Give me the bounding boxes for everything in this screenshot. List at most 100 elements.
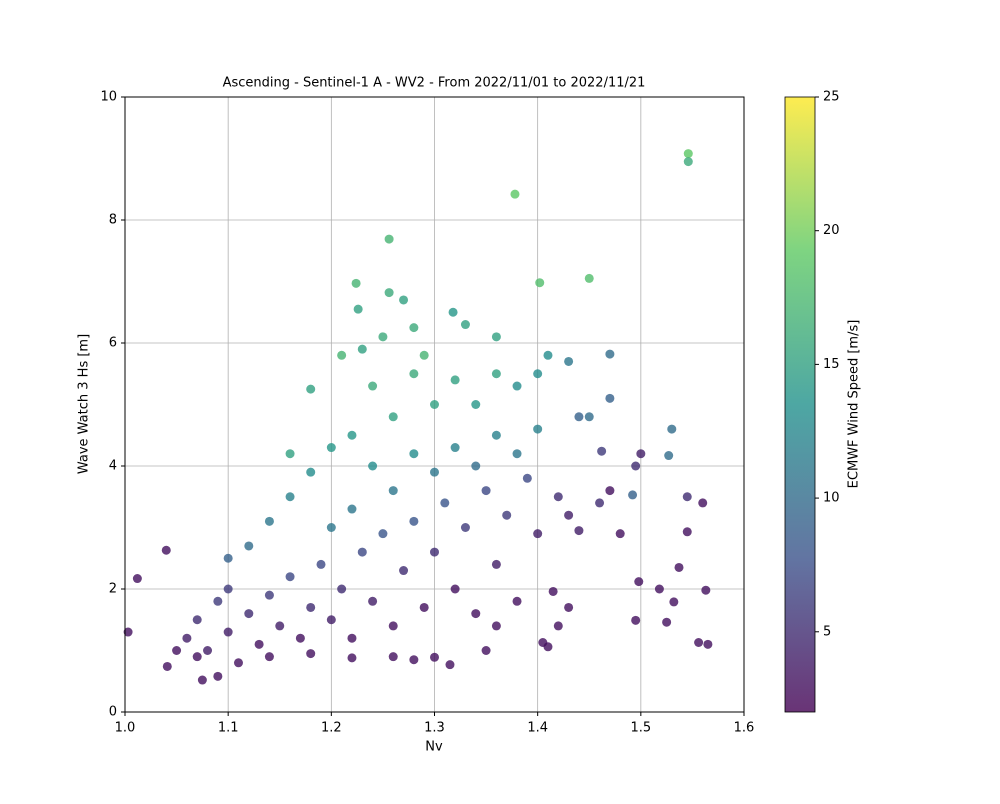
point — [197, 675, 207, 685]
point — [233, 658, 243, 668]
point — [182, 633, 192, 643]
point — [264, 516, 274, 526]
colorbar-tick-label: 5 — [823, 624, 831, 639]
colorbar-label: ECMWF Wind Speed [m/s] — [847, 320, 862, 489]
point — [460, 320, 470, 330]
point — [595, 498, 605, 508]
point — [533, 369, 543, 379]
point — [285, 449, 295, 459]
point — [172, 646, 182, 655]
point — [419, 350, 429, 360]
point — [471, 461, 481, 471]
point — [285, 572, 295, 582]
point — [636, 449, 646, 459]
point — [491, 559, 501, 569]
point — [254, 639, 264, 649]
point — [132, 574, 142, 584]
point — [223, 584, 233, 594]
point — [388, 621, 398, 631]
point — [533, 529, 543, 539]
point — [347, 633, 357, 643]
point — [522, 473, 532, 483]
point — [553, 492, 563, 502]
point — [694, 638, 704, 648]
point — [244, 541, 254, 551]
x-tick-label: 1.3 — [424, 721, 445, 736]
y-tick-label: 2 — [109, 582, 117, 597]
point — [337, 350, 347, 360]
point — [347, 653, 357, 663]
point — [564, 510, 574, 520]
point — [491, 332, 501, 342]
y-tick-label: 4 — [109, 459, 117, 474]
point — [491, 430, 501, 440]
point — [605, 486, 615, 496]
point — [306, 384, 316, 394]
point — [564, 356, 574, 366]
point — [471, 400, 481, 409]
point — [223, 553, 233, 563]
point — [535, 278, 545, 288]
y-axis-label: Wave Watch 3 Hs [m] — [77, 334, 92, 474]
point — [409, 323, 419, 333]
point — [162, 661, 172, 671]
point — [512, 381, 522, 391]
point — [399, 295, 409, 305]
point — [662, 617, 672, 627]
point — [399, 566, 409, 576]
point — [703, 639, 713, 649]
point — [192, 652, 202, 662]
point — [203, 646, 213, 655]
point — [543, 642, 553, 652]
point — [543, 350, 553, 360]
point — [584, 412, 594, 422]
point — [605, 393, 615, 403]
x-axis-label: Nv — [425, 740, 443, 755]
point — [337, 584, 347, 594]
point — [295, 633, 305, 643]
point — [326, 443, 336, 453]
point — [347, 504, 357, 514]
point — [615, 529, 625, 539]
point — [388, 486, 398, 496]
point — [351, 278, 361, 288]
point — [430, 400, 439, 409]
point — [306, 467, 316, 477]
x-tick-label: 1.1 — [218, 721, 239, 736]
point — [192, 615, 202, 625]
point — [471, 609, 481, 619]
y-tick-label: 6 — [109, 336, 117, 351]
point — [605, 349, 615, 359]
point — [244, 609, 254, 619]
point — [316, 559, 326, 569]
x-tick-label: 1.6 — [734, 721, 755, 736]
point — [409, 655, 419, 665]
point — [223, 627, 233, 637]
point — [584, 273, 594, 283]
point — [631, 461, 641, 471]
colorbar — [784, 96, 816, 713]
point — [698, 498, 708, 508]
point — [533, 424, 543, 434]
point — [409, 449, 419, 459]
colorbar-tick-label: 25 — [823, 90, 840, 105]
point — [548, 586, 558, 596]
colorbar-tick-label: 10 — [823, 491, 840, 506]
point — [450, 584, 460, 594]
point — [682, 527, 692, 537]
point — [664, 451, 674, 461]
point — [597, 446, 607, 456]
y-tick-label: 8 — [109, 213, 117, 228]
point — [384, 288, 394, 298]
point — [409, 516, 419, 526]
point — [306, 649, 316, 659]
point — [213, 671, 223, 681]
point — [430, 652, 439, 662]
point — [430, 467, 439, 477]
point — [264, 652, 274, 662]
chart-title: Ascending - Sentinel-1 A - WV2 - From 20… — [223, 76, 646, 91]
point — [445, 660, 455, 670]
point — [378, 332, 388, 342]
point — [353, 304, 363, 314]
y-tick-label: 10 — [100, 90, 117, 105]
